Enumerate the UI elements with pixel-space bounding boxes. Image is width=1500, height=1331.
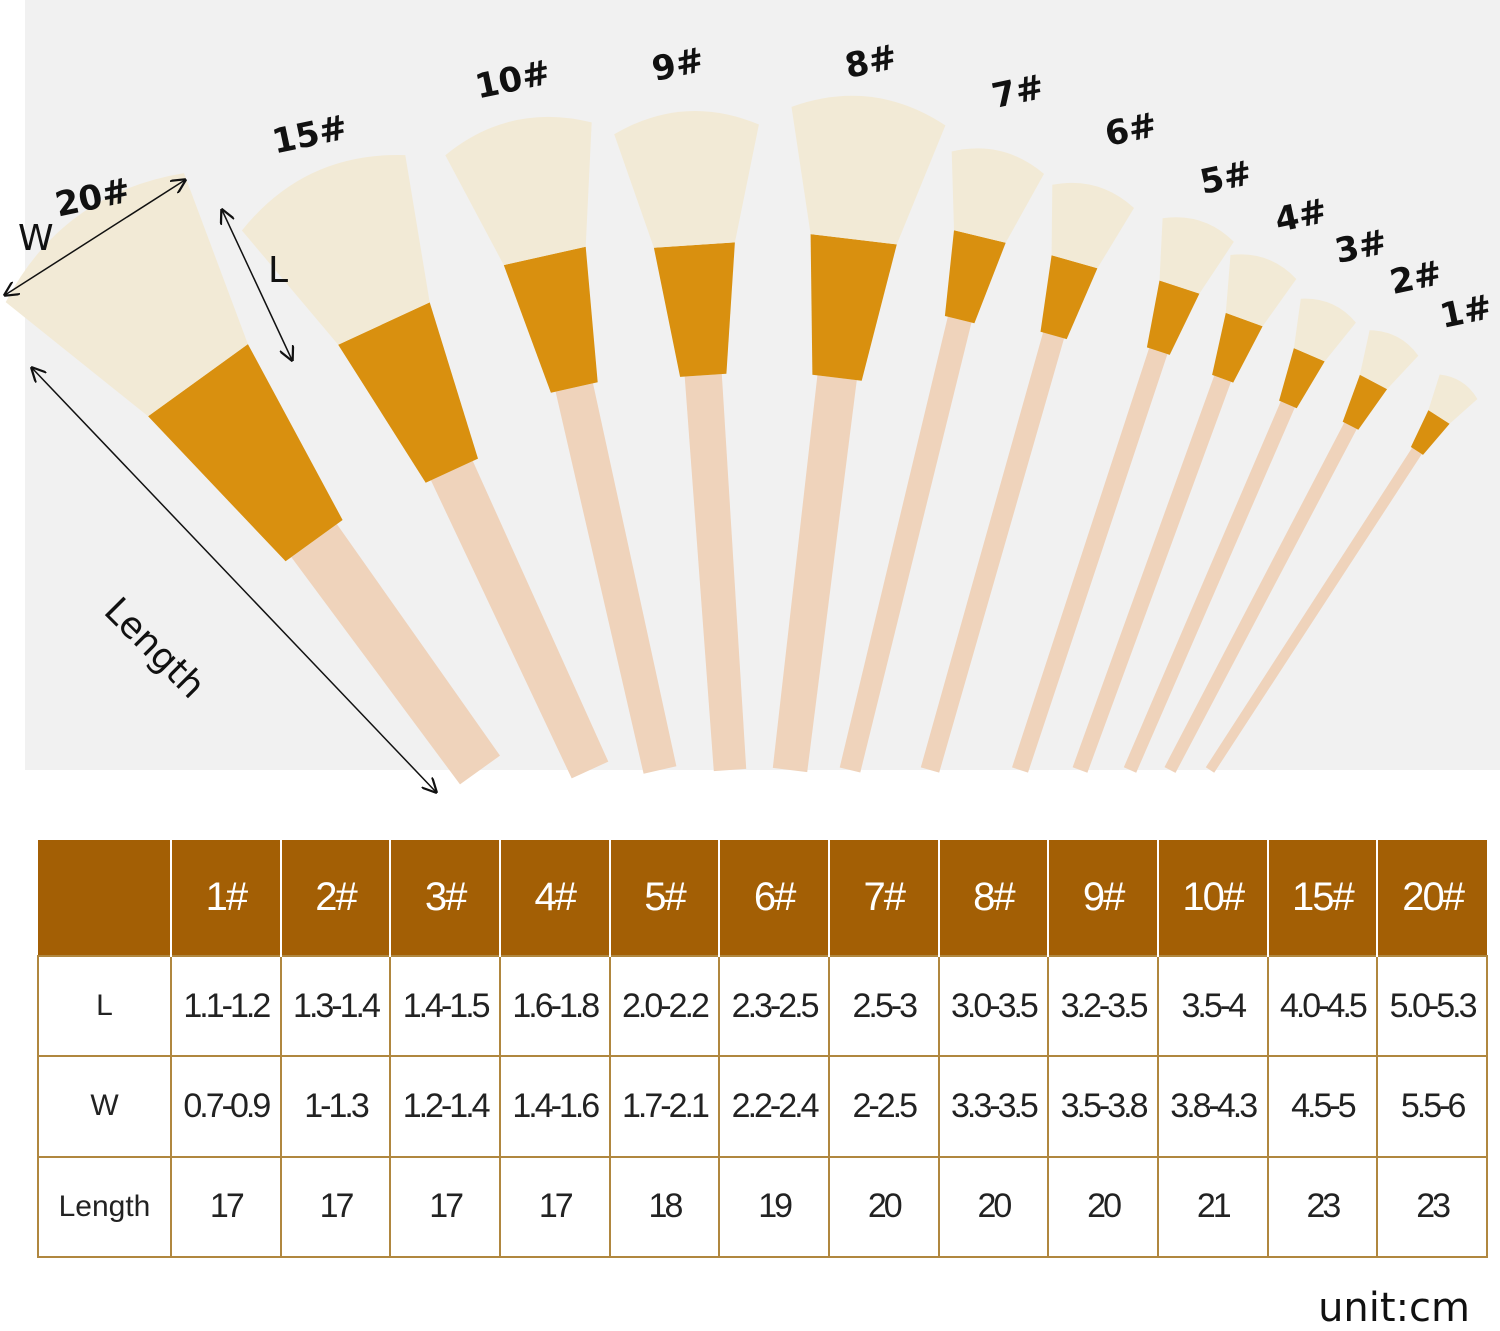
- length-arrow: [32, 368, 436, 792]
- table-cell: 19: [718, 1155, 830, 1259]
- table-cell: 3.2-3.5: [1047, 954, 1159, 1058]
- table-cell: 20: [937, 1155, 1050, 1259]
- table-cell: 21: [1156, 1155, 1269, 1259]
- row-label: L: [37, 954, 172, 1058]
- brush-ferrule: [810, 234, 897, 381]
- bristle-length-label: L: [268, 250, 289, 291]
- table-cell: 1.1-1.2: [170, 954, 282, 1058]
- brush-ferrule: [653, 242, 735, 377]
- bristle-length-arrow: [222, 210, 292, 360]
- column-header: 9#: [1047, 840, 1158, 956]
- table-row: L 1.1-1.2 1.3-1.4 1.4-1.5 1.6-1.8 2.0-2.2 2.3-…: [37, 954, 1488, 1058]
- brush-bristles: [1359, 330, 1419, 390]
- brush-bristles: [614, 110, 759, 248]
- table-cell: 5.0-5.3: [1376, 954, 1488, 1058]
- brush-handle: [1072, 375, 1231, 773]
- table-cell: 17: [170, 1155, 282, 1259]
- brush-handle: [1012, 348, 1168, 773]
- table-cell: 20: [1047, 1155, 1159, 1259]
- column-header: 1#: [170, 840, 281, 956]
- brush-bristles: [1293, 298, 1356, 362]
- column-header: 5#: [608, 840, 720, 956]
- brush-ferrule: [1342, 374, 1388, 430]
- column-header: 6#: [718, 840, 829, 956]
- column-header: 10#: [1156, 840, 1268, 956]
- table-cell: 5.5-6: [1376, 1055, 1488, 1158]
- table-cell: 2-2.5: [827, 1055, 940, 1158]
- row-label: Length: [37, 1155, 172, 1259]
- brush-bristles: [791, 95, 946, 245]
- column-header: 7#: [827, 840, 939, 956]
- table-cell: 18: [608, 1155, 721, 1259]
- brush-bristles: [1159, 217, 1234, 294]
- table-cell: 3.5-4: [1156, 954, 1269, 1058]
- table-cell: 1.3-1.4: [279, 954, 392, 1058]
- brush-handle: [684, 374, 747, 772]
- table-cell: 3.5-3.8: [1047, 1055, 1159, 1158]
- table-cell: 1.6-1.8: [498, 954, 611, 1058]
- brush-handle: [920, 332, 1065, 773]
- table-cell: 3.0-3.5: [937, 954, 1050, 1058]
- unit-note: unit:cm: [1318, 1285, 1470, 1331]
- brush-ferrule: [1040, 255, 1098, 340]
- table-cell: 4.0-4.5: [1266, 954, 1379, 1058]
- table-cell: 3.8-4.3: [1156, 1055, 1269, 1158]
- brush-ferrule: [503, 246, 598, 393]
- table-cell: 17: [498, 1155, 611, 1259]
- column-header: 2#: [279, 840, 391, 956]
- column-header: 20#: [1376, 840, 1487, 956]
- table-cell: 23: [1376, 1155, 1488, 1259]
- brush-bristles: [1225, 254, 1297, 327]
- row-label: W: [37, 1055, 172, 1158]
- column-header: 3#: [389, 840, 500, 956]
- table-row: W 0.7-0.9 1-1.3 1.2-1.4 1.4-1.6 1.7-2.1 2.2-2.…: [37, 1055, 1488, 1158]
- table-cell: 23: [1266, 1155, 1379, 1259]
- brush-handle: [555, 383, 677, 774]
- brush-handle: [839, 316, 972, 773]
- brush-bristles: [1428, 374, 1478, 424]
- table-cell: 2.3-2.5: [718, 954, 830, 1058]
- brush-bristles: [241, 154, 430, 345]
- column-header: 15#: [1266, 840, 1378, 956]
- column-header: [38, 840, 171, 956]
- table-cell: 1.4-1.5: [389, 954, 501, 1058]
- brush-ferrule: [1146, 280, 1200, 355]
- column-header: 8#: [937, 840, 1049, 956]
- brush-ferrule: [944, 230, 1006, 324]
- brush-handle: [772, 375, 857, 773]
- brush-ferrule: [1279, 348, 1325, 409]
- table-cell: 17: [389, 1155, 501, 1259]
- brush-bristles: [951, 148, 1044, 243]
- brush-ferrule: [1212, 312, 1263, 383]
- brush-bristles: [445, 116, 592, 266]
- brush-handle: [1123, 401, 1295, 773]
- brush-illustration: [0, 95, 1478, 800]
- table-header-row: 1# 2# 3# 4# 5# 6# 7# 8# 9# 10# 15# 20#: [38, 840, 1487, 956]
- size-table: 1# 2# 3# 4# 5# 6# 7# 8# 9# 10# 15# 20# L 1.1-1.2 1.3-…: [37, 840, 1488, 1259]
- table-cell: 3.3-3.5: [937, 1055, 1050, 1158]
- table-cell: 1.2-1.4: [389, 1055, 501, 1158]
- width-arrow: [5, 180, 185, 295]
- brush-handle: [1164, 422, 1357, 773]
- table-cell: 1.7-2.1: [608, 1055, 721, 1158]
- table-cell: 17: [279, 1155, 392, 1259]
- table-cell: 2.5-3: [827, 954, 940, 1058]
- brush-handle: [291, 524, 500, 785]
- width-label: W: [18, 218, 54, 259]
- table-cell: 1.4-1.6: [498, 1055, 611, 1158]
- table-cell: 2.2-2.4: [718, 1055, 830, 1158]
- table-cell: 2.0-2.2: [608, 954, 721, 1058]
- table-cell: 1-1.3: [279, 1055, 392, 1158]
- table-cell: 20: [827, 1155, 940, 1259]
- brush-handle: [430, 461, 609, 779]
- table-cell: 4.5-5: [1266, 1055, 1379, 1158]
- column-header: 4#: [498, 840, 610, 956]
- brush-handle: [1205, 447, 1422, 773]
- table-row: Length 17 17 17 17 18 19 20 20 20 21 23 23: [37, 1155, 1488, 1259]
- brush-ferrule: [1410, 410, 1450, 455]
- table-cell: 0.7-0.9: [170, 1055, 282, 1158]
- brush-bristles: [1051, 182, 1134, 269]
